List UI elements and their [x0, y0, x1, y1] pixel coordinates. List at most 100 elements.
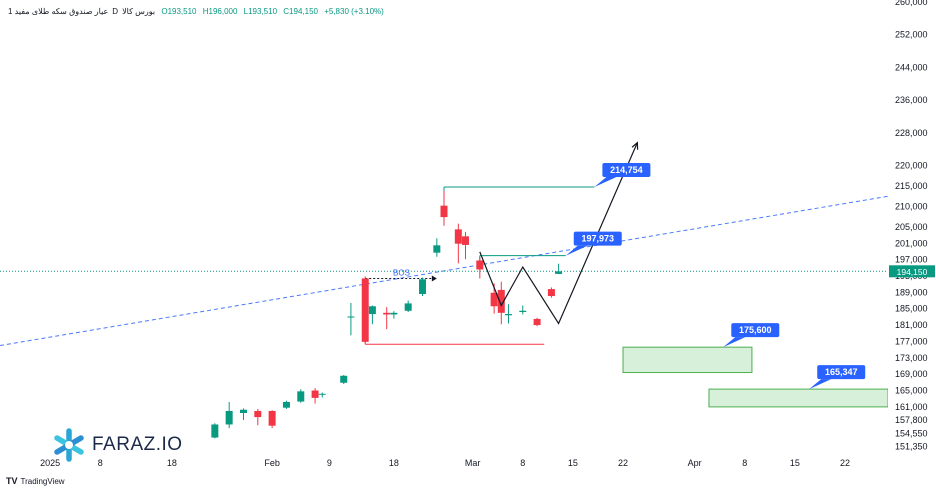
- callout-pointer: [723, 337, 746, 348]
- price-callout-1[interactable]: 214,754: [594, 163, 651, 188]
- candle-body: [419, 279, 427, 295]
- candle-24[interactable]: [497, 281, 505, 325]
- candle-8[interactable]: [311, 388, 319, 404]
- candle-body: [340, 375, 348, 383]
- price-callout-2[interactable]: 197,973: [565, 231, 622, 256]
- price-tick-label: 165,000: [895, 386, 928, 396]
- candle-body: [390, 312, 398, 315]
- candle-6[interactable]: [282, 400, 290, 409]
- candle-body: [461, 236, 469, 245]
- callout-pointer: [594, 177, 617, 188]
- price-callout-3[interactable]: 175,600: [723, 323, 780, 348]
- tradingview-label: TradingView: [20, 476, 65, 486]
- price-tick-label: 201,000: [895, 238, 928, 248]
- price-tick-label: 189,000: [895, 287, 928, 297]
- candle-5[interactable]: [268, 410, 276, 429]
- price-tick-label: 260,000: [895, 0, 928, 7]
- logo-text: FARAZ.IO: [92, 434, 183, 455]
- candle-body: [318, 393, 326, 395]
- candle-20[interactable]: [454, 223, 462, 264]
- candle-body: [268, 410, 276, 426]
- candle-body: [347, 316, 355, 318]
- projection-arrowhead: [631, 141, 639, 150]
- candle-body: [454, 229, 462, 244]
- time-tick-label: 8: [98, 458, 103, 468]
- time-tick-label: Feb: [264, 458, 280, 468]
- candle-body: [476, 260, 484, 270]
- candle-3[interactable]: [239, 408, 247, 420]
- candle-body: [490, 292, 498, 307]
- candle-body: [254, 410, 262, 418]
- candle-28[interactable]: [547, 287, 555, 298]
- candle-13[interactable]: [368, 305, 376, 325]
- price-callout-4[interactable]: 165,347: [809, 365, 866, 390]
- symbol-header: عیار صندوق سکه طلای مفید 1 D بورس کالا O19…: [8, 7, 388, 16]
- ohlc-low: L193,510: [243, 7, 278, 16]
- bos-arrowhead: [431, 275, 437, 282]
- candle-10[interactable]: [340, 374, 348, 384]
- exchange-label: بورس کالا: [122, 7, 156, 16]
- candle-1[interactable]: [211, 423, 219, 439]
- candle-15[interactable]: [390, 311, 398, 319]
- callout-pointer: [565, 245, 588, 256]
- interval-label[interactable]: D: [112, 7, 119, 16]
- candle-body: [311, 390, 319, 398]
- demand-zone-2[interactable]: [708, 388, 889, 408]
- candle-17[interactable]: [419, 277, 427, 297]
- time-axis[interactable]: 2025 8 18 Feb 9 18 Mar 8 15 22 Apr 8 15 22: [40, 458, 850, 468]
- candle-12[interactable]: [361, 276, 369, 344]
- price-tick-label: 177,000: [895, 336, 928, 346]
- candle-11[interactable]: [347, 303, 355, 336]
- price-tick-label: 169,000: [895, 369, 928, 379]
- time-tick-label: 22: [618, 458, 628, 468]
- candle-2[interactable]: [225, 401, 233, 429]
- current-price-tag[interactable]: [889, 265, 935, 278]
- time-tick-label: 8: [520, 458, 525, 468]
- time-tick-label: 8: [742, 458, 747, 468]
- tradingview-brand[interactable]: TV TradingView: [6, 476, 65, 486]
- price-tick-label: 220,000: [895, 161, 928, 171]
- candle-body: [519, 310, 527, 312]
- candle-4[interactable]: [254, 408, 262, 426]
- price-axis[interactable]: 260,000 252,000 244,000 236,000 228,000 220,0…: [888, 0, 936, 458]
- candle-25[interactable]: [504, 304, 512, 324]
- candle-18[interactable]: [433, 238, 441, 257]
- candle-9[interactable]: [318, 392, 326, 398]
- faraz-logo: FARAZ.IO: [52, 428, 183, 462]
- candle-body: [497, 289, 505, 313]
- projection-path[interactable]: [479, 142, 638, 325]
- candle-16[interactable]: [404, 300, 412, 312]
- candle-22[interactable]: [476, 257, 484, 279]
- price-tick-label: 151,350: [895, 441, 928, 451]
- candle-27[interactable]: [533, 317, 541, 327]
- candle-body: [368, 306, 376, 315]
- ohlc-open: O193,510: [161, 7, 197, 16]
- demand-zone-1[interactable]: [622, 346, 753, 374]
- price-tick-label: 185,000: [895, 304, 928, 314]
- faraz-star-icon: [54, 428, 84, 462]
- time-tick-label: 18: [167, 458, 177, 468]
- symbol-name[interactable]: عیار صندوق سکه طلای مفید 1: [8, 7, 109, 16]
- candle-14[interactable]: [383, 307, 391, 330]
- candle-7[interactable]: [297, 389, 305, 403]
- candle-body: [297, 391, 305, 402]
- candle-19[interactable]: [440, 190, 448, 226]
- callout-box: [573, 231, 622, 246]
- time-tick-label: 15: [790, 458, 800, 468]
- candle-26[interactable]: [519, 305, 527, 315]
- candle-21[interactable]: [461, 231, 469, 260]
- price-tick-label: 173,000: [895, 353, 928, 363]
- ohlc-high: H196,000: [202, 7, 238, 16]
- price-tick-label: 205,000: [895, 222, 928, 232]
- price-axis-bg: [888, 0, 936, 458]
- callout-label: 165,347: [825, 367, 858, 377]
- ohlc-change: +5,830 (+3.10%): [324, 7, 384, 16]
- price-tick-label: 228,000: [895, 128, 928, 138]
- callout-label: 214,754: [610, 165, 643, 175]
- candle-body: [225, 410, 233, 425]
- callout-box: [731, 323, 780, 338]
- callout-label: 175,600: [739, 325, 772, 335]
- callout-box: [817, 365, 866, 380]
- candle-29[interactable]: [555, 263, 563, 274]
